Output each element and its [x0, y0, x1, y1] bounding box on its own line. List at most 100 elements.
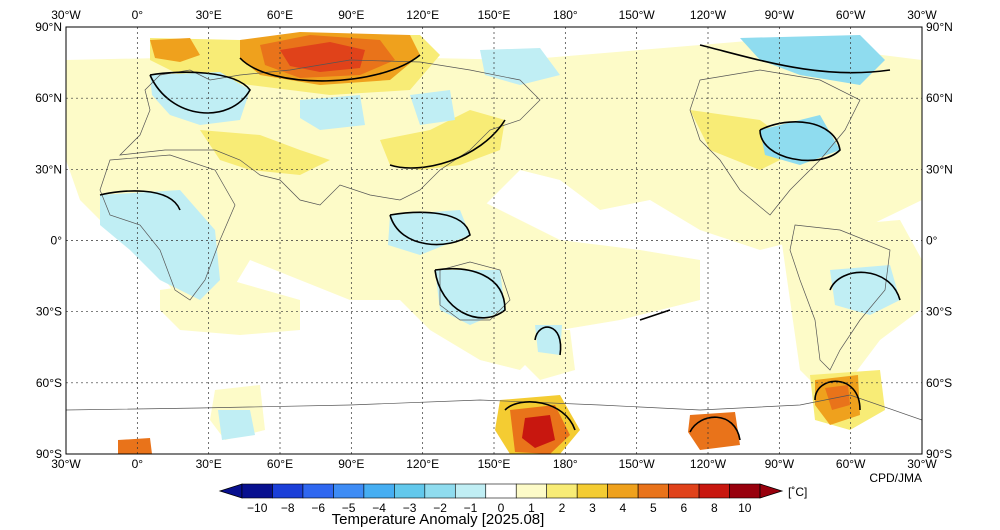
colorbar-tick-label: 0 — [498, 501, 505, 515]
colorbar: −10 −8 −6 −5 −4 −3 −2 −1 0 1 2 3 4 5 6 8 10[˚C] — [218, 483, 807, 515]
contour-africa — [99, 190, 181, 211]
warm-band-central-asia — [200, 130, 330, 175]
contour-pacific — [639, 309, 671, 321]
contour-lines — [99, 44, 901, 441]
lon-label-bottom: 60°E — [267, 457, 293, 471]
cool-spot-russia — [410, 90, 455, 125]
cool-spot-antarctica — [218, 410, 255, 440]
graticule — [66, 27, 922, 454]
contour-west-antarctica — [689, 416, 741, 441]
colorbar-tick-label: 2 — [559, 501, 566, 515]
lat-label-right: 30°N — [926, 162, 953, 176]
colorbar-swatch-blue-darkest — [241, 483, 273, 499]
lon-label-top: 120°E — [406, 8, 439, 22]
cool-spot-central-asia — [300, 95, 365, 130]
credit-label: CPD/JMA — [869, 471, 922, 485]
lat-label-right: 90°S — [926, 447, 952, 461]
colorbar-tick-label: 3 — [589, 501, 596, 515]
colorbar-tick-label: −10 — [247, 501, 268, 515]
anomaly-field — [66, 27, 922, 454]
contour-new-zealand — [534, 326, 562, 356]
cool-spot-africa — [100, 190, 220, 300]
cool-spot-europe — [150, 72, 250, 125]
contour-australia — [434, 268, 506, 319]
colorbar-swatch-blue-mid — [333, 483, 365, 499]
lon-label-top: 120°W — [690, 8, 727, 22]
lon-label-top: 90°E — [338, 8, 364, 22]
hot-spot-siberia-peak — [280, 42, 365, 72]
colorbar-tick-label: 10 — [738, 501, 752, 515]
colorbar-tick-label: 4 — [620, 501, 627, 515]
colorbar-swatch-blue-dark — [272, 483, 304, 499]
lon-label-top: 60°W — [836, 8, 866, 22]
colorbar-tick-label: −4 — [372, 501, 386, 515]
lat-label-right: 0° — [926, 234, 938, 248]
coastline-south-america — [789, 224, 891, 371]
colorbar-swatch-red-orange — [668, 483, 700, 499]
contour-europe-cool — [149, 71, 251, 114]
colorbar-swatch-red — [698, 483, 730, 499]
lon-label-bottom: 150°E — [478, 457, 511, 471]
lat-label-left: 90°S — [36, 447, 62, 461]
colorbar-tick-label: −8 — [281, 501, 295, 515]
colorbar-swatch-blue — [302, 483, 334, 499]
colorbar-swatch-dark-red — [729, 483, 761, 499]
coastline-australia — [439, 261, 511, 321]
lon-label-top: 0° — [132, 8, 144, 22]
lat-label-left: 30°N — [35, 162, 62, 176]
lon-label-bottom: 120°W — [690, 457, 727, 471]
lon-label-top: 30°E — [196, 8, 222, 22]
contour-indonesia — [389, 211, 471, 246]
coastlines — [66, 59, 922, 421]
colorbar-swatch-orange — [637, 483, 669, 499]
lat-label-left: 30°S — [36, 305, 62, 319]
cool-spot-new-zealand — [535, 325, 562, 355]
contour-arctic-canada — [699, 44, 891, 74]
colorbar-arrow-left — [218, 483, 243, 499]
warm-band-east-asia — [380, 110, 505, 170]
contour-north-america — [759, 121, 841, 162]
colorbar-unit: [˚C] — [788, 485, 807, 499]
colorbar-tick-label: −2 — [433, 501, 447, 515]
lon-label-bottom: 90°E — [338, 457, 364, 471]
contour-peninsula — [814, 380, 861, 411]
cool-spot-indonesia — [388, 210, 470, 255]
lat-label-left: 90°N — [35, 20, 62, 34]
lat-label-right: 60°S — [926, 376, 952, 390]
lon-label-top: 150°E — [478, 8, 511, 22]
coastline-antarctica — [66, 394, 922, 421]
colorbar-tick-label: −3 — [403, 501, 417, 515]
colorbar-tick-label: −6 — [311, 501, 325, 515]
lon-label-top: 150°W — [619, 8, 656, 22]
pale-warm-region-southern-pacific — [520, 330, 575, 380]
lat-label-left: 0° — [51, 234, 63, 248]
hot-spot-scandinavia — [150, 38, 200, 62]
hot-spot-ross-sea-peak — [522, 415, 555, 448]
colorbar-swatch-white — [485, 483, 517, 499]
hot-spot-south-pole-edge — [118, 438, 152, 454]
colorbar-swatch-cyan-light — [424, 483, 456, 499]
lon-label-bottom: 30°E — [196, 457, 222, 471]
colorbar-swatch-cyan-dark — [363, 483, 395, 499]
lon-label-bottom: 90°W — [765, 457, 795, 471]
colorbar-tick-label: −5 — [342, 501, 356, 515]
coastline-eurasia — [119, 59, 541, 206]
map-title: Temperature Anomaly [2025.08] — [332, 511, 545, 528]
lon-label-top: 60°E — [267, 8, 293, 22]
lat-label-right: 30°S — [926, 305, 952, 319]
cool-spot-north-america — [760, 115, 840, 165]
colorbar-swatch-cyan-pale — [454, 483, 487, 499]
lon-label-bottom: 150°W — [619, 457, 656, 471]
axis-labels: 30°W 30°W 0° 0° 30°E 30°E 60°E 60°E 90°E 90°E 120°… — [35, 8, 953, 471]
lon-label-bottom: 180° — [553, 457, 578, 471]
colorbar-tick-label: 5 — [650, 501, 657, 515]
colorbar-swatch-yellow — [546, 483, 578, 499]
contour-south-america — [829, 271, 901, 301]
lon-label-top: 30°W — [51, 8, 81, 22]
lon-label-bottom: 120°E — [406, 457, 439, 471]
contour-east-asia — [389, 119, 506, 169]
lat-label-left: 60°N — [35, 91, 62, 105]
coastline-north-america — [689, 69, 861, 216]
lon-label-top: 90°W — [765, 8, 795, 22]
